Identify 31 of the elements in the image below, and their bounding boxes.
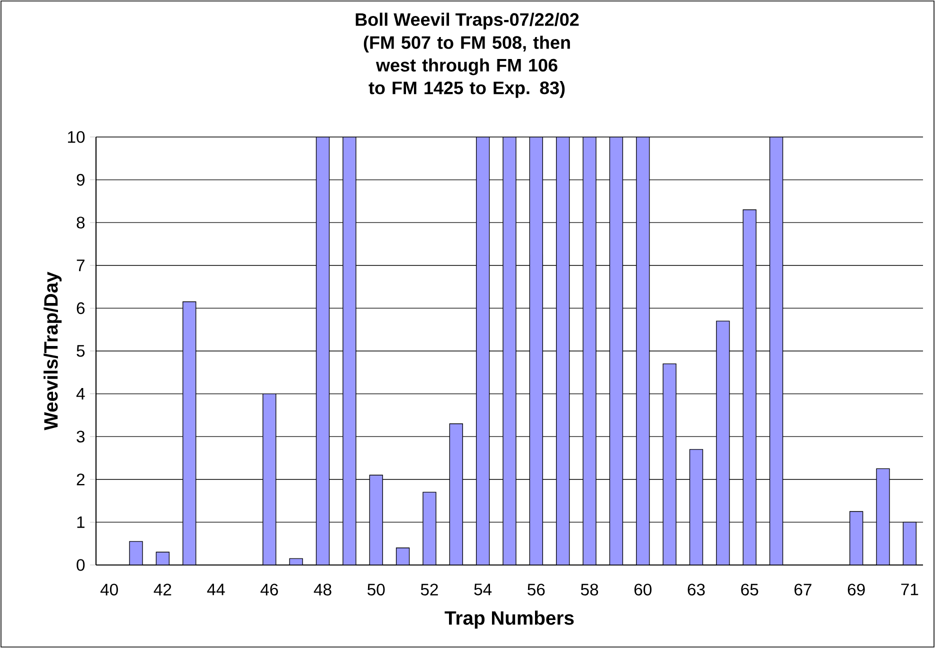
x-tick-label: 54 [474,584,492,596]
x-tick-label: 44 [207,584,225,596]
y-tick-label: 10 [68,131,85,143]
y-tick-label: 2 [76,474,84,486]
x-tick-label: 65 [741,584,758,596]
x-tick-label: 58 [580,584,598,596]
x-tick-label: 69 [848,584,865,596]
y-tick-label: 1 [77,516,84,528]
x-tick-label: 40 [100,584,118,596]
y-tick-label: 8 [76,216,85,228]
x-axis-title: Trap Numbers [444,610,574,629]
x-tick-label: 48 [314,584,332,596]
y-tick-label: 6 [76,302,85,314]
y-tick-label: 5 [76,345,85,357]
chart-subtitle: (FM 507 to FM 508, then west through FM 106 to FM 1425 to Exp. 83) [364,36,570,98]
x-tick-label: 60 [634,584,652,596]
y-tick-label: 0 [76,559,85,571]
x-tick-label: 63 [688,584,705,596]
x-tick-label: 67 [794,584,812,596]
y-tick-label: 7 [76,260,84,272]
chart-title: Boll Weevil Traps-07/22/02 [356,12,579,30]
x-tick-label: 46 [260,584,278,596]
x-tick-label: 71 [901,584,918,596]
x-tick-label: 42 [154,584,172,596]
y-tick-label: 9 [76,174,85,186]
x-tick-label: 56 [528,584,545,596]
y-axis-title: Weevils/Trap/Day [44,272,62,430]
x-tick-label: 50 [368,584,385,596]
y-tick-label: 4 [76,388,85,400]
x-tick-label: 52 [420,584,438,596]
y-tick-label: 3 [76,430,85,442]
